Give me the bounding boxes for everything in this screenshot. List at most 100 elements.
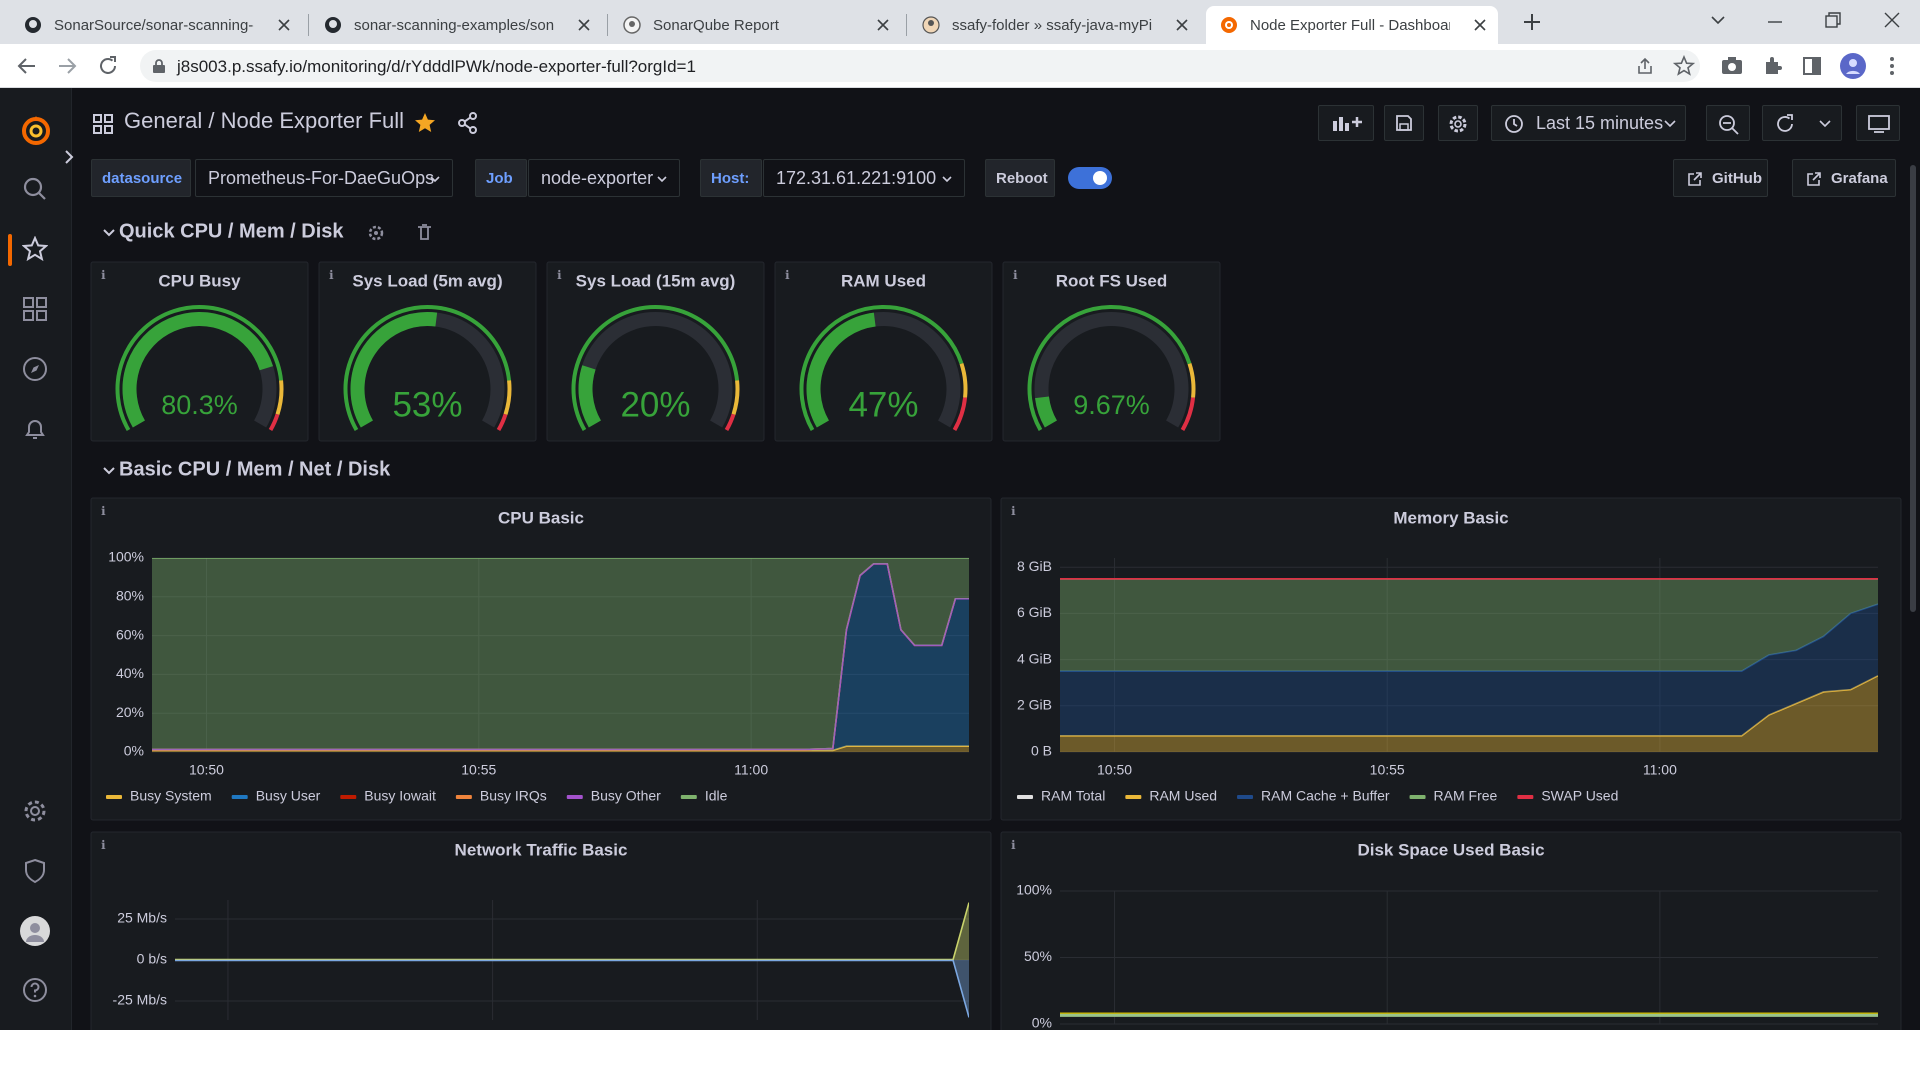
explore-icon[interactable] — [22, 356, 48, 382]
threshold-band — [115, 305, 284, 431]
save-button[interactable] — [1384, 105, 1424, 141]
y-tick-label: 8 GiB — [1017, 558, 1052, 574]
legend-label[interactable]: Idle — [705, 788, 728, 804]
favorite-star[interactable] — [414, 112, 436, 134]
tab[interactable]: SonarQube Report — [609, 6, 901, 44]
extensions[interactable] — [1762, 55, 1784, 77]
side-panel[interactable] — [1802, 56, 1822, 76]
bookmark-star[interactable] — [1673, 55, 1695, 77]
user-avatar[interactable] — [20, 916, 50, 946]
variable-value: node-exporter — [541, 168, 654, 188]
legend-label[interactable]: Busy User — [256, 788, 321, 804]
grafana-logo[interactable] — [21, 115, 51, 145]
help-icon[interactable] — [22, 977, 48, 1003]
camera-icon[interactable] — [1721, 56, 1743, 76]
search-icon[interactable] — [22, 176, 48, 202]
dashboard-link[interactable]: Grafana — [1792, 159, 1896, 197]
row-title[interactable]: Basic CPU / Mem / Net / Disk — [119, 458, 391, 480]
favicon — [325, 17, 341, 33]
row-title[interactable]: Quick CPU / Mem / Disk — [119, 220, 344, 242]
legend-label[interactable]: Busy System — [130, 788, 212, 804]
omnibox[interactable]: j8s003.p.ssafy.io/monitoring/d/rYdddlPWk… — [140, 50, 1700, 82]
variable-label-text: Host: — [711, 170, 750, 187]
reboot-toggle[interactable] — [1067, 166, 1113, 190]
tv-mode-button[interactable] — [1856, 105, 1900, 141]
caret — [1819, 120, 1831, 128]
panel-info: ℹ — [785, 268, 790, 282]
add-panel-button[interactable] — [1318, 105, 1374, 141]
legend-label[interactable]: RAM Cache + Buffer — [1261, 788, 1390, 804]
x-tick-label: 11:00 — [1643, 762, 1677, 778]
expand-sidebar[interactable] — [62, 148, 78, 166]
starred-icon[interactable] — [22, 236, 48, 262]
tab-close[interactable] — [278, 19, 290, 31]
dashboard-grid-icon — [93, 114, 113, 134]
dashboards-icon[interactable] — [22, 296, 48, 322]
share-dashboard[interactable] — [457, 112, 479, 134]
legend-label[interactable]: Busy Iowait — [364, 788, 436, 804]
configuration-icon[interactable] — [22, 798, 48, 824]
minimize[interactable] — [1765, 12, 1785, 32]
url: j8s003.p.ssafy.io/monitoring/d/rYdddlPWk… — [177, 57, 696, 76]
reload-button[interactable] — [97, 55, 119, 77]
plot-area — [1060, 1012, 1878, 1017]
tab-search[interactable] — [1710, 14, 1726, 26]
forward-button[interactable] — [56, 55, 78, 77]
panel — [1002, 261, 1221, 442]
tab-active[interactable]: Node Exporter Full - Dashboard — [1206, 6, 1498, 44]
threshold-band — [571, 305, 740, 431]
legend-label[interactable]: SWAP Used — [1541, 788, 1618, 804]
close-window[interactable] — [1882, 10, 1902, 30]
gauge-value: 20% — [620, 385, 690, 424]
tab-close[interactable] — [1474, 19, 1486, 31]
row-chevron[interactable] — [103, 229, 115, 237]
tab[interactable]: ssafy-folder » ssafy-java-myPipe — [908, 6, 1200, 44]
variable-select[interactable]: 172.31.61.221:9100 — [763, 159, 965, 197]
link-text: Grafana — [1831, 170, 1888, 187]
profile-avatar[interactable] — [1840, 53, 1866, 79]
row-delete[interactable] — [418, 224, 431, 240]
legend-swatch — [1237, 795, 1254, 799]
variable-select[interactable]: node-exporter — [528, 159, 680, 197]
variable-select[interactable]: Prometheus-For-DaeGuOps — [195, 159, 453, 197]
time-picker[interactable]: Last 15 minutes — [1491, 105, 1686, 141]
alerting-icon[interactable] — [22, 416, 48, 442]
new-tab[interactable] — [1522, 12, 1542, 32]
legend-label[interactable]: RAM Total — [1041, 788, 1105, 804]
grafana-app: Quick CPU / Mem / Disk Basic CPU / Mem /… — [0, 88, 1920, 1030]
share-page[interactable] — [1635, 56, 1655, 76]
threshold-band — [496, 413, 508, 431]
row-settings[interactable] — [368, 225, 384, 241]
zoom-out-button[interactable] — [1706, 105, 1750, 141]
panel — [774, 261, 993, 442]
restore[interactable] — [1823, 10, 1843, 30]
scrollbar[interactable] — [1910, 165, 1916, 612]
legend-label[interactable]: Busy Other — [591, 788, 661, 804]
back-button[interactable] — [16, 55, 38, 77]
tab[interactable]: SonarSource/sonar-scanning-ex — [10, 6, 302, 44]
y-tick-label: 4 GiB — [1017, 650, 1052, 666]
tab-separator — [607, 14, 608, 36]
x-tick-label: 10:50 — [1097, 762, 1132, 778]
legend-label[interactable]: Busy IRQs — [480, 788, 547, 804]
tab-close[interactable] — [1176, 19, 1188, 31]
tab[interactable]: sonar-scanning-examples/sonar — [310, 6, 602, 44]
panel-info: ℹ — [101, 838, 106, 852]
row-chevron[interactable] — [103, 467, 115, 475]
legend-label[interactable]: RAM Free — [1434, 788, 1498, 804]
save-icon — [1396, 115, 1412, 131]
x-tick-label: 10:55 — [1370, 762, 1405, 778]
folder-link[interactable]: General — [124, 108, 203, 133]
dashboard-title[interactable]: / Node Exporter Full — [208, 108, 405, 133]
admin-icon[interactable] — [22, 858, 48, 884]
dashboard-link[interactable]: GitHub — [1673, 159, 1768, 197]
legend-label[interactable]: RAM Used — [1149, 788, 1217, 804]
tab-title: sonar-scanning-examples/sonar — [354, 17, 554, 34]
refresh-button[interactable] — [1762, 105, 1842, 141]
tab-close[interactable] — [877, 19, 889, 31]
settings-button[interactable] — [1438, 105, 1478, 141]
tab-close[interactable] — [578, 19, 590, 31]
series-line — [1060, 675, 1878, 737]
browser-menu[interactable] — [1888, 56, 1896, 76]
